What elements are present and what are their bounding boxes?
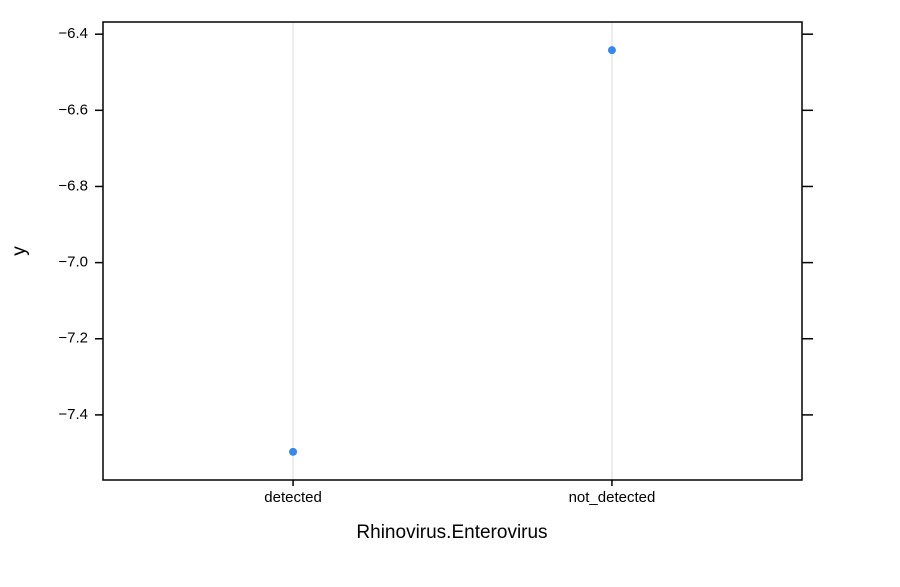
y-tick-label: −6.6 — [58, 101, 88, 118]
y-tick-label: −7.2 — [58, 330, 88, 347]
x-tick-label: detected — [264, 489, 322, 506]
y-tick-label: −7.4 — [58, 406, 88, 423]
plot-frame — [102, 21, 803, 481]
x-tick-label: not_detected — [569, 489, 656, 506]
y-tick-label: −6.4 — [58, 25, 88, 42]
dot — [289, 447, 298, 456]
y-tick-label: −6.8 — [58, 177, 88, 194]
dot — [607, 46, 616, 55]
x-axis-title: Rhinovirus.Enterovirus — [356, 522, 547, 543]
y-axis-title: y — [9, 246, 30, 256]
y-tick-label: −7.0 — [58, 254, 88, 271]
